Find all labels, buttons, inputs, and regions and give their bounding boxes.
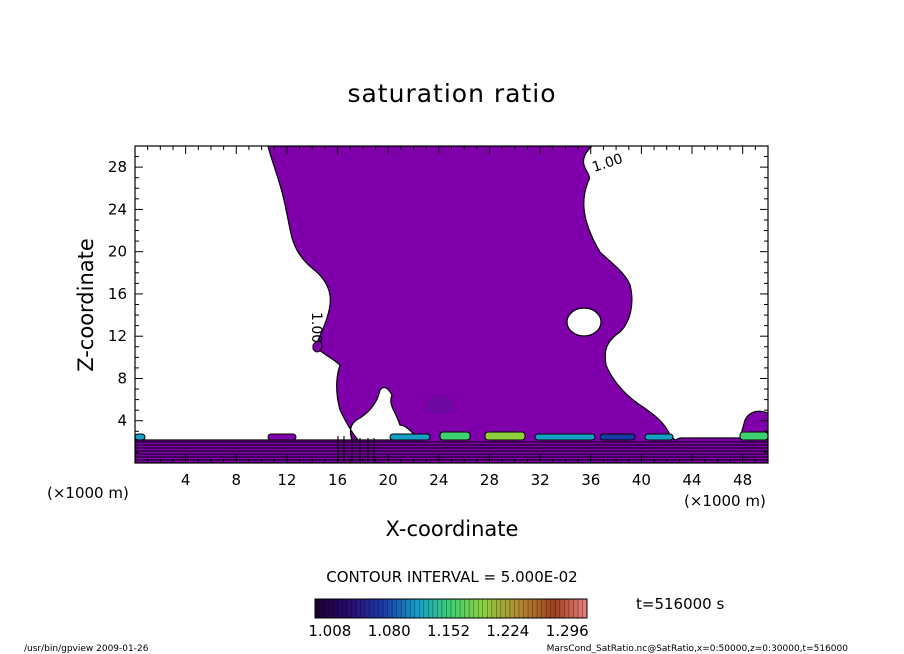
y-tick-label: 12 [108,327,127,345]
x-tick-label: 24 [429,471,448,489]
surface-contours [135,436,768,463]
footer-left: /usr/bin/gpview 2009-01-26 [24,644,149,654]
x-tick-label: 40 [632,471,651,489]
y-tick-label: 28 [108,158,127,176]
time-label: t=516000 s [636,595,724,613]
colorbar-tick-label: 1.296 [546,622,589,640]
x-unit-label-left: (×1000 m) [47,484,129,502]
x-tick-label: 32 [531,471,550,489]
plot-area: 1.00 1.00 [135,146,768,463]
x-tick-label: 8 [232,471,242,489]
contour-label-left: 1.00 [308,312,324,343]
x-tick-label: 36 [581,471,600,489]
y-axis-label: Z-coordinate [74,238,98,372]
colorbar-tick-label: 1.224 [486,622,529,640]
y-tick-label: 4 [117,412,127,430]
subsaturated-hole [566,307,602,337]
dark-patch [426,396,454,414]
y-tick-label: 16 [108,285,127,303]
x-tick-label: 28 [480,471,499,489]
contour-label-top: 1.00 [590,151,625,176]
y-tick-label: 20 [108,243,127,261]
x-unit-label-right: (×1000 m) [684,492,766,510]
x-tick-label: 48 [733,471,752,489]
x-axis: 4 8 12 16 20 24 28 32 36 40 44 48 [147,146,756,489]
colorbar-tick-label: 1.152 [427,622,470,640]
y-tick-label: 24 [108,200,127,218]
x-tick-label: 16 [328,471,347,489]
footer-right: MarsCond_SatRatio.nc@SatRatio,x=0:50000,… [547,644,849,654]
contour-interval: CONTOUR INTERVAL = 5.000E-02 [326,568,577,586]
y-tick-label: 8 [117,369,127,387]
x-axis-label: X-coordinate [386,517,519,541]
x-tick-label: 20 [379,471,398,489]
surface-bands [135,431,768,441]
small-blob [312,340,323,353]
colorbar-tick-label: 1.008 [308,622,351,640]
y-axis: 4 8 12 16 20 24 28 [108,156,768,453]
colorbar-stripes [319,599,583,618]
x-tick-label: 4 [181,471,191,489]
saturated-region [135,146,768,463]
chart-title: saturation ratio [347,79,556,108]
x-tick-label: 12 [277,471,296,489]
x-tick-label: 44 [682,471,701,489]
colorbar-labels: 1.008 1.080 1.152 1.224 1.296 [308,622,588,640]
colorbar-tick-label: 1.080 [368,622,411,640]
